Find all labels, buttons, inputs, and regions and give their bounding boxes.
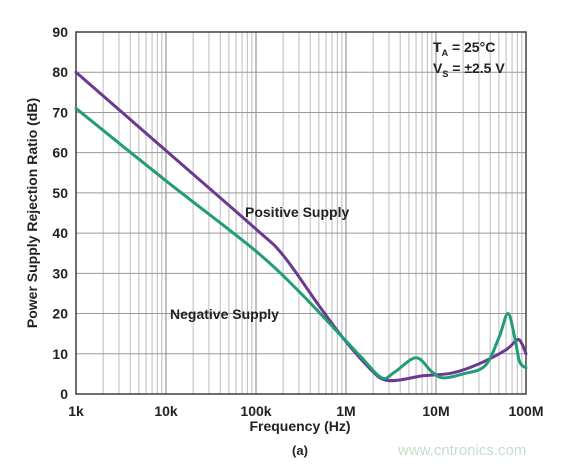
y-tick-label: 10	[52, 346, 68, 362]
series-label-positive-supply: Positive Supply	[245, 204, 349, 220]
x-tick-label: 10M	[422, 403, 449, 419]
y-tick-labels: 0 10 20 30 40 50 60 70 80 90	[52, 24, 68, 402]
x-tick-label: 100k	[240, 403, 271, 419]
x-tick-label: 10k	[154, 403, 178, 419]
plot-frame	[75, 31, 527, 395]
condition-temperature: TA = 25°C	[433, 39, 495, 58]
watermark-text: www.cntronics.com	[397, 442, 526, 459]
panel-label: (a)	[292, 443, 308, 458]
y-tick-label: 70	[52, 104, 68, 120]
y-axis-title: Power Supply Rejection Ratio (dB)	[24, 98, 40, 328]
x-axis-title: Frequency (Hz)	[249, 418, 350, 434]
y-tick-label: 40	[52, 225, 68, 241]
x-tick-label: 1k	[68, 403, 84, 419]
y-tick-label: 0	[60, 386, 68, 402]
chart-series	[74, 70, 528, 383]
y-tick-label: 30	[52, 265, 68, 281]
x-tick-label: 1M	[336, 403, 355, 419]
y-tick-label: 60	[52, 145, 68, 161]
y-tick-label: 80	[52, 64, 68, 80]
y-tick-label: 90	[52, 24, 68, 40]
y-tick-label: 20	[52, 306, 68, 322]
series-line-positive-supply	[74, 70, 528, 383]
x-tick-labels: 1k 10k 100k 1M 10M 100M	[68, 403, 543, 419]
series-label-negative-supply: Negative Supply	[170, 306, 279, 322]
condition-supply-voltage: VS = ±2.5 V	[433, 60, 505, 79]
chart-grid	[75, 31, 526, 395]
series-line-negative-supply	[74, 106, 528, 380]
y-tick-label: 50	[52, 185, 68, 201]
x-tick-label: 100M	[508, 403, 543, 419]
